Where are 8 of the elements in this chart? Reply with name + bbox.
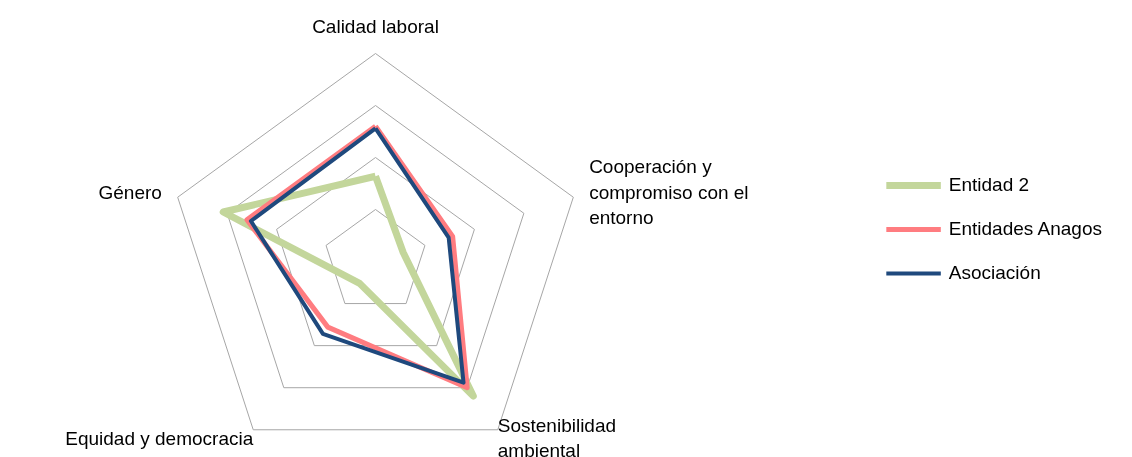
spoke-label: Equidad y democracia [65,427,254,449]
legend-label: Entidad 2 [948,173,1030,196]
spoke-label: Sostenibilidad ambiental [497,415,617,457]
legend-label: Entidades Anagos [948,217,1102,240]
legend-label: Asociación [948,261,1041,284]
spoke-label: Género [98,181,162,203]
spoke-label: Cooperación y compromiso con el entorno [589,156,749,228]
spoke-label: Calidad laboral [312,15,439,37]
